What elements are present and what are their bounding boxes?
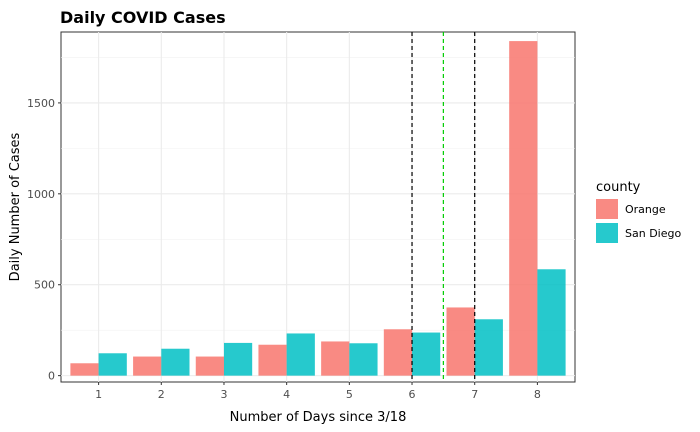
bar-orange-day-3 xyxy=(195,356,224,376)
bar-san-diego-day-2 xyxy=(161,348,190,376)
x-tick-label: 5 xyxy=(346,388,353,401)
bar-orange-day-7 xyxy=(446,307,475,376)
bar-orange-day-2 xyxy=(133,356,162,376)
bar-orange-day-8 xyxy=(509,41,538,376)
legend: county Orange San Diego xyxy=(596,180,681,243)
x-tick-label: 4 xyxy=(283,388,290,401)
legend-label-san-diego: San Diego xyxy=(625,227,681,240)
x-tick-label: 8 xyxy=(534,388,541,401)
bar-san-diego-day-6 xyxy=(412,332,441,376)
y-tick-label: 500 xyxy=(34,279,55,292)
bar-san-diego-day-5 xyxy=(349,343,378,376)
bar-orange-day-6 xyxy=(383,329,413,376)
bars xyxy=(70,41,566,376)
bar-san-diego-day-8 xyxy=(537,269,566,376)
bar-san-diego-day-3 xyxy=(223,342,253,376)
bar-orange-day-1 xyxy=(70,363,99,376)
bar-san-diego-day-1 xyxy=(98,353,127,376)
x-axis-title: Number of Days since 3/18 xyxy=(230,410,407,425)
x-tick-label: 6 xyxy=(409,388,416,401)
legend-key-orange xyxy=(596,199,618,219)
chart-title: Daily COVID Cases xyxy=(60,8,226,27)
y-axis-title: Daily Number of Cases xyxy=(8,132,23,281)
reference-lines xyxy=(411,32,476,382)
bar-orange-day-5 xyxy=(321,341,350,376)
x-tick-label: 3 xyxy=(220,388,227,401)
bar-san-diego-day-7 xyxy=(474,319,503,376)
bar-orange-day-4 xyxy=(258,344,287,376)
axes: 0 500 1000 1500 1 2 3 4 5 6 7 8 xyxy=(27,97,541,401)
x-tick-label: 1 xyxy=(95,388,102,401)
y-tick-label: 1500 xyxy=(27,97,55,110)
legend-label-orange: Orange xyxy=(625,203,666,216)
legend-key-san-diego xyxy=(596,223,618,243)
y-tick-label: 0 xyxy=(48,370,55,383)
y-tick-label: 1000 xyxy=(27,188,55,201)
x-tick-label: 7 xyxy=(471,388,478,401)
bar-san-diego-day-4 xyxy=(286,333,315,376)
x-tick-label: 2 xyxy=(158,388,165,401)
legend-title: county xyxy=(596,180,641,195)
